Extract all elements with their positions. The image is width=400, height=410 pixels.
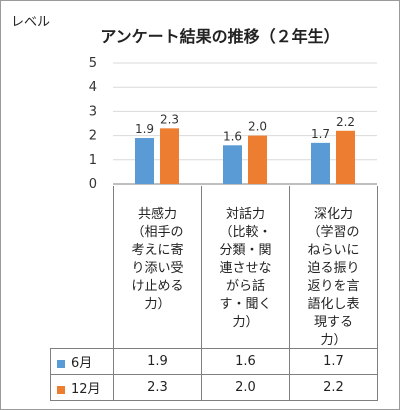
category-labels: 共感力 （相手の 考えに寄 り添い受 け止める 力） 対話力 （比較・ 分類・関… [113,186,378,350]
bar [311,142,330,184]
data-table-row-december: 12月 2.3 2.0 2.2 [50,374,378,401]
y-tick-label: 2 [89,129,97,144]
chart-title: アンケート結果の推移（２年生） [100,27,340,46]
y-tick-label: 3 [89,104,97,119]
data-label: 2.3 [160,112,179,126]
data-label: 1.7 [311,127,330,141]
table-cell: 1.7 [289,348,378,375]
y-axis-label: レベル [11,15,51,30]
category-label-1: 共感力 （相手の 考えに寄 り添い受 け止める 力） [113,186,202,350]
table-cell: 1.6 [201,348,290,375]
category-label-3: 深化力 （学習の ねらいに 迫る振り 返りを言 語化し表 現する 力） [289,186,378,350]
legend-label-december: 12月 [71,382,101,397]
bar [336,130,355,184]
y-tick-label: 1 [89,153,97,168]
table-cell: 2.3 [113,374,202,401]
legend-label-june: 6月 [71,356,93,371]
y-tick-label: 4 [89,80,97,95]
bar [248,135,267,184]
legend-swatch-december [57,385,65,394]
y-tick-label: 5 [89,56,97,71]
data-table-row-june: 6月 1.9 1.6 1.7 [50,348,378,375]
data-label: 2.0 [248,120,267,134]
y-tick-label: 0 [89,177,97,192]
bar [135,138,154,184]
table-cell: 2.2 [289,374,378,401]
legend-entry-december: 12月 [50,374,114,401]
bar [223,145,242,184]
legend-swatch-june [57,359,65,368]
category-label-2: 対話力 （比較・ 分類・関 連させな がら話 す・聞く 力） [201,186,290,350]
table-cell: 1.9 [113,348,202,375]
legend-entry-june: 6月 [50,348,114,375]
data-label: 1.6 [223,129,242,143]
bar [160,128,179,184]
data-label: 2.2 [336,115,355,129]
data-table: 6月 1.9 1.6 1.7 12月 2.3 2.0 2.2 [50,348,378,401]
table-cell: 2.0 [201,374,290,401]
data-label: 1.9 [135,122,154,136]
